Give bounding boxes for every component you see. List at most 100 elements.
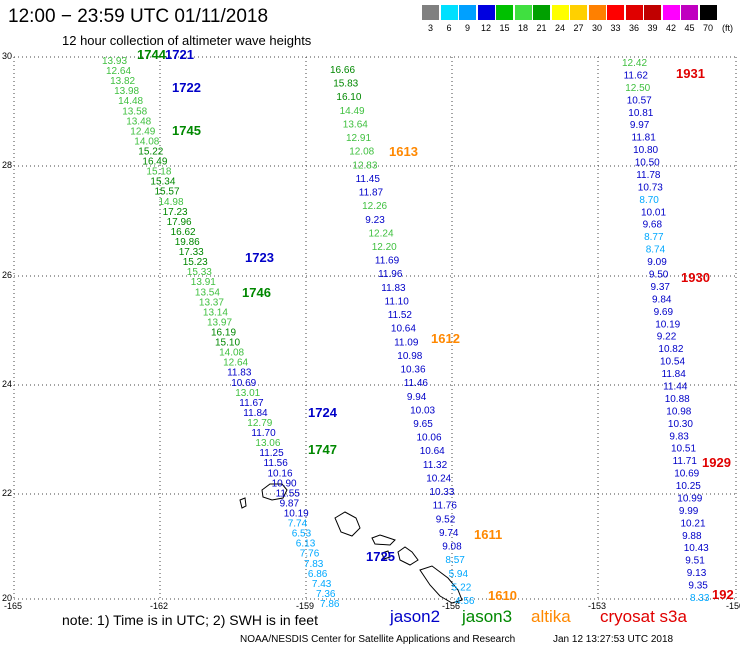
wave-height-value: 11.87 — [359, 188, 384, 199]
wave-height-value: 16.62 — [171, 227, 196, 238]
wave-height-value: 8.70 — [639, 195, 659, 206]
wave-height-value: 10.06 — [417, 433, 442, 444]
pass-time-label: 1721 — [165, 47, 194, 62]
wave-height-value: 17.33 — [179, 247, 204, 258]
wave-height-value: 11.56 — [264, 458, 289, 469]
wave-height-value: 13.98 — [114, 86, 139, 97]
wave-height-value: 9.94 — [407, 392, 427, 403]
wave-height-value: 4.56 — [455, 596, 475, 607]
lat-lon-grid — [13, 56, 737, 600]
wave-height-value: 9.23 — [365, 215, 385, 226]
scale-swatch — [477, 5, 495, 20]
wave-height-value: 13.82 — [110, 76, 135, 87]
wave-height-value: 13.58 — [122, 106, 147, 117]
wave-height-value: 7.86 — [320, 599, 340, 610]
wave-height-value: 12.26 — [362, 201, 387, 212]
wave-height-value: 11.55 — [276, 488, 301, 499]
wave-height-value: 9.13 — [687, 568, 707, 579]
pass-time-label: 1747 — [308, 442, 337, 457]
scale-label: 21 — [536, 23, 547, 33]
wave-height-value: 8.57 — [445, 555, 465, 566]
pass-time-label: 1745 — [172, 123, 201, 138]
pass-time-label: 1930 — [681, 270, 710, 285]
wave-height-value: 10.98 — [397, 351, 422, 362]
wave-height-value: 13.54 — [195, 287, 220, 298]
scale-label: 18 — [517, 23, 528, 33]
wave-height-value: 12.50 — [625, 83, 650, 94]
scale-swatch — [607, 5, 624, 20]
wave-height-value: 11.25 — [259, 448, 284, 459]
wave-height-value: 12.42 — [622, 58, 647, 69]
wave-height-value: 10.54 — [660, 357, 685, 368]
wave-height-value: 10.90 — [272, 478, 297, 489]
scale-swatch — [422, 5, 439, 20]
scale-label: 33 — [610, 23, 621, 33]
wave-height-value: 8.74 — [646, 245, 666, 256]
pass-time-label: 1613 — [389, 144, 418, 159]
scale-label: 36 — [628, 23, 639, 33]
scale-label: 42 — [665, 23, 676, 33]
pass-time-label: 1723 — [245, 250, 274, 265]
wave-height-value: 14.08 — [219, 348, 244, 359]
wave-height-value: 6.13 — [296, 539, 316, 550]
scale-swatch — [699, 5, 717, 20]
wave-height-value: 16.66 — [330, 65, 355, 76]
wave-height-value: 15.22 — [138, 147, 163, 158]
wave-height-value: 11.67 — [239, 398, 264, 409]
wave-height-value: 11.32 — [423, 460, 448, 471]
wave-height-value: 9.88 — [682, 531, 702, 542]
wave-height-value: 5.94 — [449, 569, 469, 580]
wave-height-value: 12.79 — [247, 418, 272, 429]
wave-height-value: 10.19 — [655, 319, 680, 330]
legend-jason2: jason2 — [390, 607, 441, 626]
wave-height-value: 13.48 — [126, 116, 151, 127]
wave-height-value: 12.91 — [346, 133, 371, 144]
island-molokai — [371, 534, 396, 546]
wave-height-value: 9.65 — [413, 419, 433, 430]
wave-height-value: 9.99 — [679, 506, 699, 517]
latitude-label: 30 — [2, 51, 13, 61]
wave-height-value: 11.81 — [632, 133, 657, 144]
wave-height-value: 13.01 — [235, 388, 260, 399]
longitude-label: -150 — [726, 601, 740, 611]
pass-time-label: 1725 — [366, 549, 395, 564]
wave-height-value: 9.97 — [630, 120, 650, 131]
wave-height-value: 11.52 — [388, 310, 413, 321]
pass-time-label: 1929 — [702, 455, 731, 470]
wave-height-value: 7.74 — [288, 519, 308, 530]
wave-height-value: 14.49 — [340, 106, 365, 117]
pass-time-label: 1724 — [308, 405, 338, 420]
wave-height-value: 9.35 — [688, 581, 708, 592]
pass-time-label: 1931 — [676, 66, 705, 81]
hawaiian-islands — [239, 483, 463, 604]
pass-time-label: 1722 — [172, 80, 201, 95]
wave-height-value: 11.44 — [663, 382, 688, 393]
wave-height-value: 9.37 — [651, 282, 671, 293]
wave-height-value: 9.69 — [654, 307, 674, 318]
wave-height-value: 7.83 — [304, 559, 324, 570]
scale-label: 12 — [480, 23, 491, 33]
wave-height-value: 12.08 — [349, 147, 374, 158]
scale-swatch — [570, 5, 587, 20]
scale-swatch — [440, 5, 458, 20]
wave-height-value: 13.93 — [102, 56, 127, 67]
wave-height-value: 12.20 — [372, 242, 397, 253]
pass-time-label: 1610 — [488, 588, 517, 603]
island-niihau — [239, 497, 247, 509]
legend-jason3: jason3 — [462, 607, 513, 626]
wave-height-value: 9.74 — [439, 528, 459, 539]
wave-height-value: 11.84 — [243, 408, 268, 419]
latitude-label: 20 — [2, 593, 13, 603]
wave-height-value: 13.91 — [191, 277, 216, 288]
wave-height-value: 16.19 — [211, 328, 236, 339]
map-title: 12:00 − 23:59 UTC 01/11/2018 — [8, 6, 269, 27]
wave-height-value: 11.76 — [433, 501, 458, 512]
scale-swatch — [514, 5, 532, 20]
legend-altika: altika — [531, 607, 571, 626]
wave-height-value: 5.22 — [452, 582, 472, 593]
scale-label: 30 — [591, 23, 602, 33]
scale-label: 6 — [446, 23, 452, 33]
wave-height-value: 9.83 — [669, 431, 689, 442]
longitude-label: -162 — [150, 601, 169, 611]
